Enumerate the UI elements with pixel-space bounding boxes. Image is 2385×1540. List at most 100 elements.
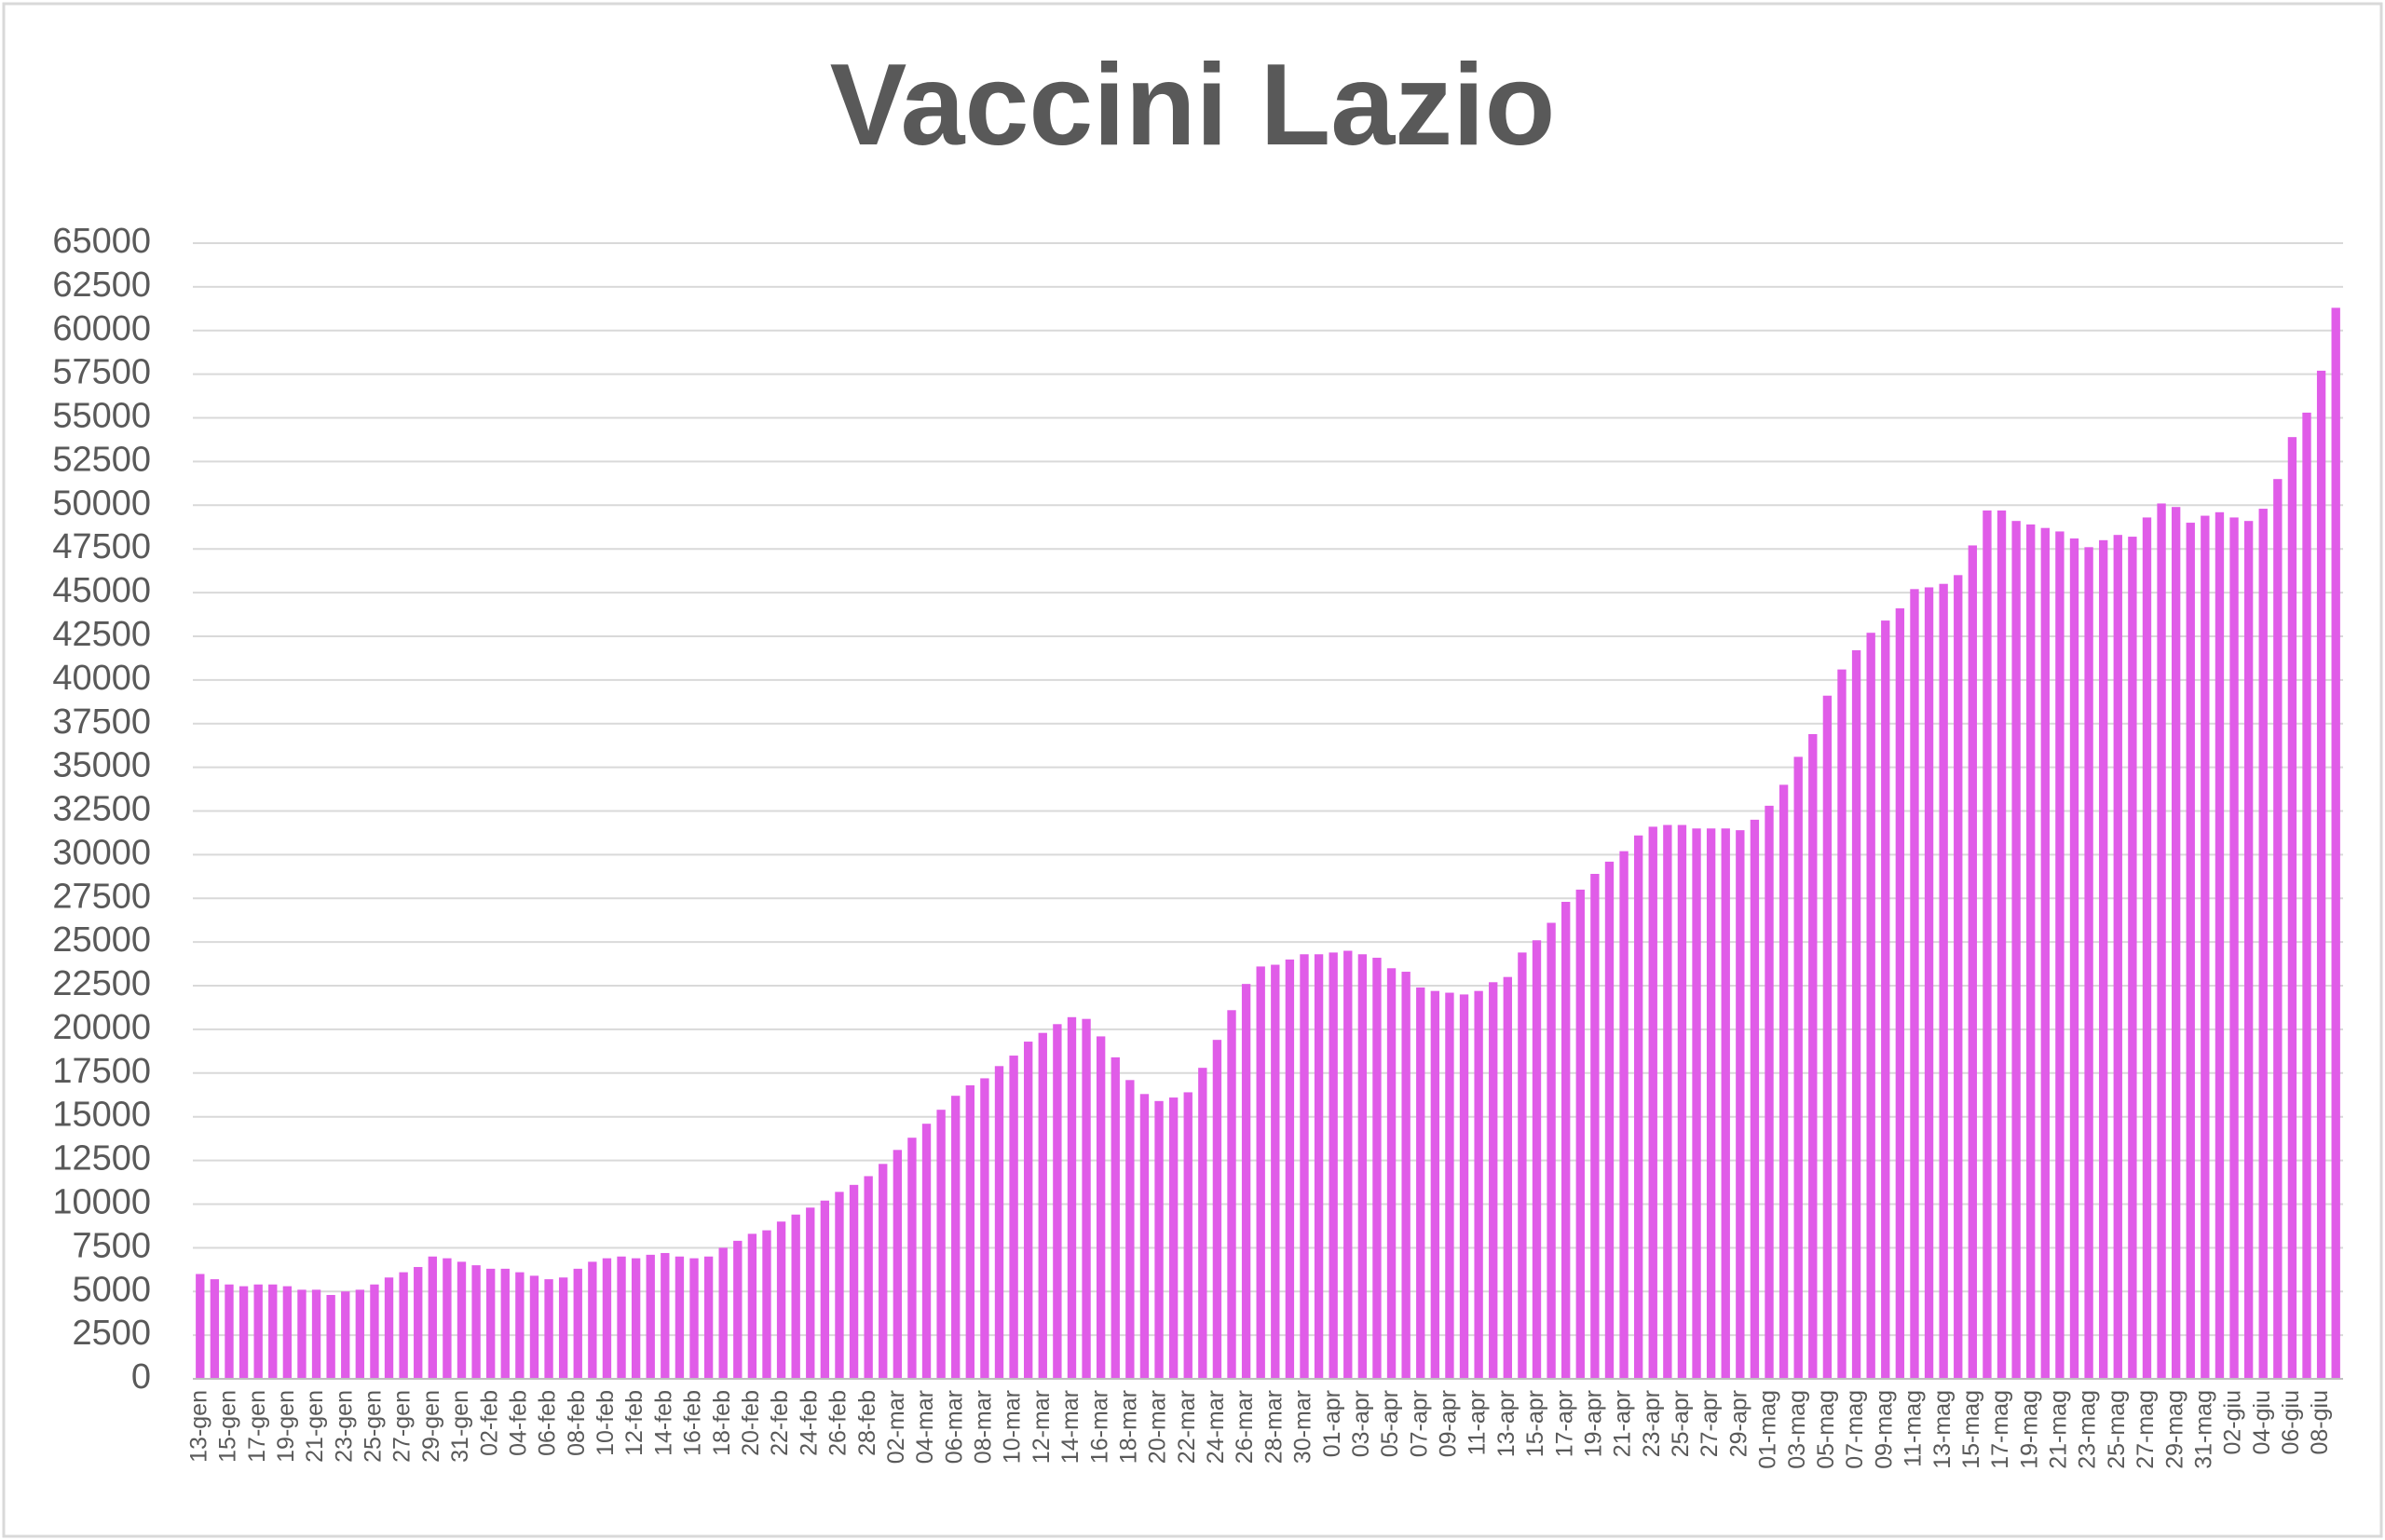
x-tick-label: 04-giu xyxy=(2249,1390,2275,1455)
bar xyxy=(2273,479,2283,1379)
bar xyxy=(1954,575,1963,1379)
y-tick-label: 25000 xyxy=(52,920,151,960)
x-tick-label: 04-feb xyxy=(505,1390,531,1456)
x-tick-label: 24-feb xyxy=(796,1390,822,1456)
x-tick-label: 03-apr xyxy=(1348,1390,1374,1457)
y-tick-label: 32500 xyxy=(52,790,151,829)
bar xyxy=(1096,1036,1106,1379)
x-tick-label: 22-feb xyxy=(767,1390,793,1456)
bar xyxy=(1416,987,1425,1379)
x-tick-label: 09-apr xyxy=(1436,1390,1462,1457)
bar xyxy=(733,1240,743,1379)
bar xyxy=(1038,1032,1047,1379)
bar xyxy=(2287,437,2297,1379)
bar xyxy=(835,1192,844,1379)
bar xyxy=(311,1289,321,1379)
bar xyxy=(1721,828,1730,1379)
x-tick-label: 20-mar xyxy=(1145,1390,1171,1464)
x-tick-label: 21-mag xyxy=(2046,1390,2072,1469)
bar xyxy=(1300,954,1309,1379)
x-tick-label: 25-gen xyxy=(361,1390,387,1463)
bar xyxy=(1881,620,1890,1379)
bar xyxy=(1793,756,1803,1379)
bar xyxy=(2302,412,2311,1379)
bar xyxy=(341,1291,350,1379)
bar xyxy=(515,1272,525,1379)
bar xyxy=(1983,510,1992,1379)
x-tick-label: 18-mar xyxy=(1115,1390,1141,1464)
bar xyxy=(1111,1056,1120,1379)
bar xyxy=(2128,537,2137,1379)
bar xyxy=(443,1258,452,1379)
bar xyxy=(573,1268,582,1379)
bar xyxy=(1895,607,1905,1379)
x-tick-label: 01-apr xyxy=(1319,1390,1345,1457)
x-tick-label: 21-apr xyxy=(1610,1390,1636,1457)
x-tick-label: 31-gen xyxy=(447,1390,473,1463)
x-tick-label: 21-gen xyxy=(302,1390,328,1463)
x-tick-label: 09-mag xyxy=(1871,1390,1897,1469)
bar xyxy=(1604,861,1615,1379)
bar xyxy=(558,1277,568,1379)
x-tick-label: 19-apr xyxy=(1580,1390,1606,1457)
bar xyxy=(1082,1018,1091,1379)
bar xyxy=(1706,828,1716,1379)
bar xyxy=(1489,982,1498,1379)
bar xyxy=(1765,805,1774,1379)
x-tick-label: 02-giu xyxy=(2220,1390,2246,1455)
x-tick-label: 08-mar xyxy=(971,1390,997,1464)
x-tick-label: 15-apr xyxy=(1522,1390,1548,1457)
bar xyxy=(646,1254,655,1379)
x-tick-label: 17-apr xyxy=(1551,1390,1577,1457)
bar xyxy=(297,1289,307,1379)
y-tick-label: 35000 xyxy=(52,746,151,785)
bar xyxy=(689,1258,699,1379)
x-tick-label: 29-apr xyxy=(1725,1390,1751,1457)
y-tick-label: 0 xyxy=(131,1357,151,1397)
bar xyxy=(414,1266,423,1379)
bar xyxy=(2055,531,2065,1379)
bar xyxy=(384,1277,394,1379)
x-tick-label: 14-feb xyxy=(650,1390,676,1456)
bar xyxy=(500,1268,510,1379)
x-tick-label: 24-mar xyxy=(1203,1390,1229,1464)
bar xyxy=(1619,851,1629,1379)
x-tick-label: 07-mag xyxy=(1842,1390,1868,1469)
x-tick-label: 06-mar xyxy=(941,1390,967,1464)
bar xyxy=(2026,524,2036,1379)
x-tick-label: 18-feb xyxy=(709,1390,735,1456)
chart-title: Vaccini Lazio xyxy=(830,41,1556,170)
x-tick-label: 06-feb xyxy=(535,1390,561,1456)
y-tick-label: 52500 xyxy=(52,440,151,479)
bar xyxy=(1183,1092,1192,1379)
x-tick-label: 11-mag xyxy=(1901,1390,1927,1467)
x-tick-label: 28-feb xyxy=(854,1390,880,1456)
bar xyxy=(1256,966,1265,1379)
y-tick-label: 65000 xyxy=(52,222,151,261)
bar xyxy=(1212,1040,1222,1379)
y-tick-label: 17500 xyxy=(52,1052,151,1091)
bar xyxy=(1459,994,1469,1379)
bar xyxy=(1024,1042,1033,1379)
bar xyxy=(1518,952,1527,1379)
bar xyxy=(1474,990,1483,1379)
bar xyxy=(2229,517,2239,1379)
bar xyxy=(602,1258,612,1379)
bar xyxy=(1736,830,1745,1379)
x-tick-label: 13-apr xyxy=(1493,1390,1520,1457)
x-tick-label: 23-mag xyxy=(2075,1390,2101,1469)
bar xyxy=(1372,958,1382,1379)
bar xyxy=(2142,517,2152,1379)
x-tick-label: 11-apr xyxy=(1465,1390,1491,1455)
bar xyxy=(1822,695,1833,1379)
bar xyxy=(1329,952,1338,1379)
bar xyxy=(268,1284,278,1379)
x-tick-label: 31-mag xyxy=(2190,1390,2216,1469)
bar xyxy=(1198,1068,1207,1379)
bar xyxy=(2084,547,2093,1379)
bar xyxy=(675,1256,685,1379)
bar xyxy=(791,1214,800,1379)
bar xyxy=(1590,874,1600,1379)
x-tick-label: 26-mar xyxy=(1232,1390,1258,1464)
bar xyxy=(282,1286,293,1379)
